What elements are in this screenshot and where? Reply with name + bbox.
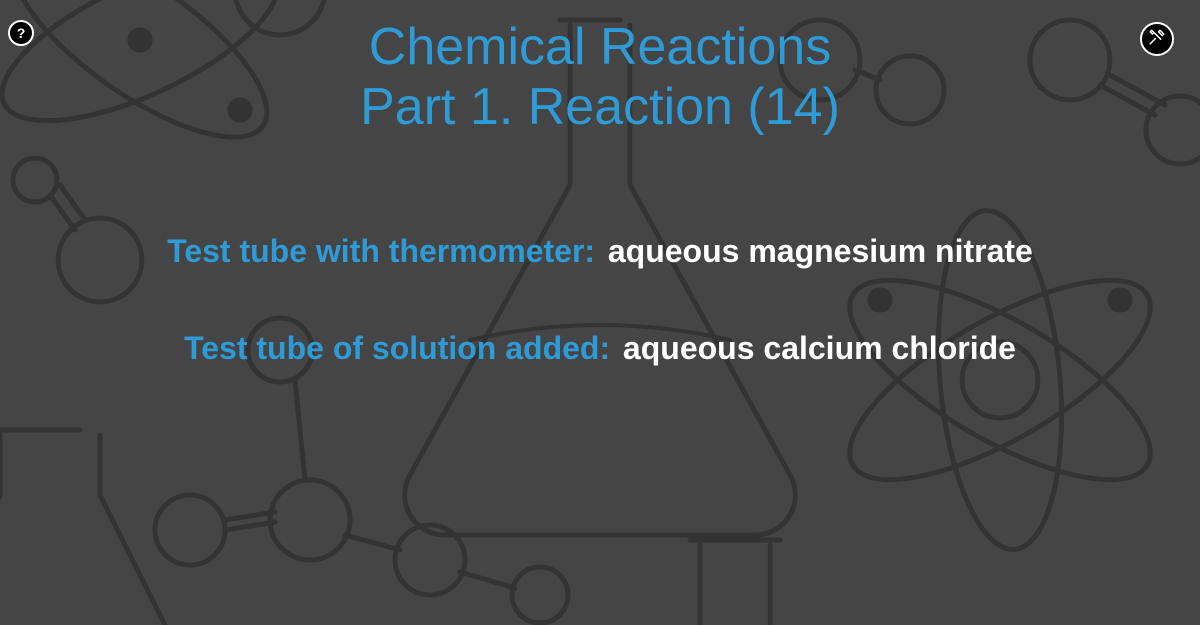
tools-button[interactable] [1140,22,1174,56]
help-icon: ? [17,25,26,41]
body-block: Test tube with thermometer: aqueous magne… [0,233,1200,367]
row-1-value: aqueous magnesium nitrate [608,233,1033,269]
row-1-label: Test tube with thermometer: [167,233,595,269]
title-line-2: Part 1. Reaction (14) [0,78,1200,138]
row-2-value: aqueous calcium chloride [623,330,1016,366]
slide-content: Chemical Reactions Part 1. Reaction (14)… [0,0,1200,625]
help-button[interactable]: ? [8,20,34,46]
title-block: Chemical Reactions Part 1. Reaction (14) [0,18,1200,138]
row-2: Test tube of solution added: aqueous calc… [0,330,1200,367]
title-line-1: Chemical Reactions [0,18,1200,78]
tools-icon [1148,28,1166,51]
row-1: Test tube with thermometer: aqueous magne… [0,233,1200,270]
row-2-label: Test tube of solution added: [184,330,610,366]
